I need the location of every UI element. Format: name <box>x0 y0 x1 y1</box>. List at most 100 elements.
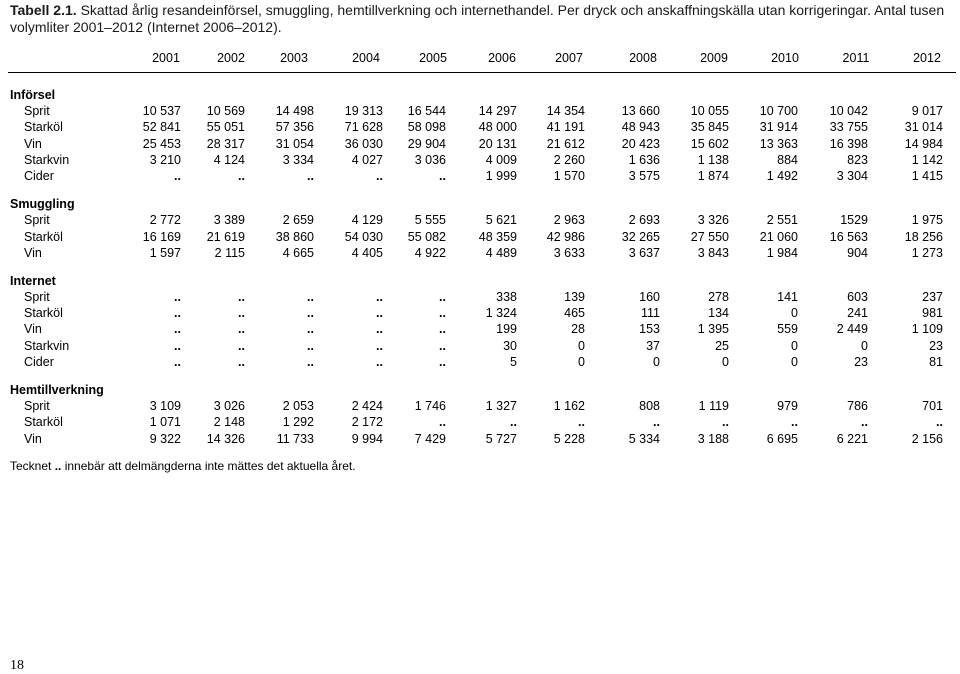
cell: 559 <box>777 322 798 337</box>
cell: .. <box>653 415 660 430</box>
cell: 1 999 <box>485 169 517 184</box>
cell: .. <box>376 169 383 184</box>
year-header: 2005 <box>419 51 447 65</box>
section-title: Smuggling <box>10 197 75 212</box>
cell: 10 055 <box>690 104 729 118</box>
year-header: 2006 <box>488 51 516 65</box>
cell: .. <box>376 306 383 321</box>
cell: .. <box>174 338 181 353</box>
row-label: Starköl <box>24 229 63 244</box>
cell: 1 746 <box>414 399 446 413</box>
cell: .. <box>439 322 446 337</box>
cell: 18 256 <box>904 229 943 244</box>
cell: 1 071 <box>149 415 181 430</box>
cell: 5 334 <box>628 431 660 446</box>
year-header: 2012 <box>913 51 941 65</box>
year-header: 2011 <box>842 51 870 65</box>
row-label: Cider <box>24 355 54 369</box>
cell: 57 356 <box>275 120 314 135</box>
cell: 0 <box>791 355 798 369</box>
title-label: Tabell 2.1. <box>10 2 77 18</box>
cell: 13 660 <box>621 104 660 118</box>
cell: 9 017 <box>911 104 943 118</box>
cell: 2 449 <box>836 322 868 337</box>
cell: .. <box>307 306 314 321</box>
cell: 2 053 <box>282 399 314 413</box>
cell: 42 986 <box>546 229 585 244</box>
cell: 31 014 <box>904 120 943 135</box>
cell: 2 772 <box>149 213 181 228</box>
cell: 19 313 <box>344 104 383 118</box>
cell: 278 <box>708 289 729 304</box>
cell: 14 354 <box>546 104 585 118</box>
cell: 25 453 <box>142 136 181 151</box>
row-label: Sprit <box>24 399 50 413</box>
year-header: 2007 <box>555 51 583 65</box>
year-header: 2008 <box>629 51 657 65</box>
cell: 2 551 <box>766 213 798 228</box>
cell: .. <box>376 289 383 304</box>
cell: 21 619 <box>206 229 245 244</box>
cell: 36 030 <box>344 136 383 151</box>
cell: 4 129 <box>351 213 383 228</box>
cell: .. <box>307 169 314 184</box>
cell: 41 191 <box>546 120 585 135</box>
cell: 2 260 <box>553 152 585 167</box>
year-header: 2009 <box>700 51 728 65</box>
cell: .. <box>439 169 446 184</box>
cell: 3 326 <box>697 213 729 228</box>
row-label: Vin <box>24 245 42 260</box>
cell: 7 429 <box>414 431 446 446</box>
cell: 701 <box>922 399 943 413</box>
cell: .. <box>174 355 181 369</box>
cell: 1 273 <box>911 245 943 260</box>
cell: 81 <box>929 355 943 369</box>
cell: 0 <box>861 338 868 353</box>
row-label: Cider <box>24 169 54 184</box>
cell: .. <box>307 355 314 369</box>
cell: .. <box>936 415 943 430</box>
cell: 9 322 <box>149 431 181 446</box>
row-label: Vin <box>24 322 42 337</box>
cell: 10 569 <box>206 104 245 118</box>
cell: 3 109 <box>149 399 181 413</box>
cell: 21 612 <box>546 136 585 151</box>
cell: 338 <box>496 289 517 304</box>
section-title: Internet <box>10 273 56 288</box>
cell: .. <box>238 169 245 184</box>
cell: 1 327 <box>485 399 517 413</box>
cell: 23 <box>929 338 943 353</box>
cell: 0 <box>791 338 798 353</box>
cell: 786 <box>847 399 868 413</box>
cell: .. <box>238 338 245 353</box>
footnote-symbol: .. <box>54 459 62 473</box>
cell: 2 115 <box>214 245 245 260</box>
cell: 3 304 <box>836 169 868 184</box>
cell: .. <box>439 415 446 430</box>
cell: 111 <box>640 306 660 321</box>
cell: 28 317 <box>206 136 245 151</box>
cell: 16 544 <box>407 104 446 118</box>
cell: 4 009 <box>485 152 517 167</box>
cell: 27 550 <box>690 229 729 244</box>
row-label: Sprit <box>24 213 50 228</box>
cell: 0 <box>578 338 585 353</box>
footnote-after: innebär att delmängderna inte mättes det… <box>64 459 356 473</box>
year-header: 2002 <box>217 51 245 65</box>
cell: 35 845 <box>690 120 729 135</box>
cell: 31 914 <box>759 120 798 135</box>
cell: 160 <box>639 289 660 304</box>
cell: 5 621 <box>485 213 517 228</box>
cell: .. <box>174 306 181 321</box>
cell: 3 188 <box>697 431 729 446</box>
cell: 30 <box>503 338 517 353</box>
cell: 1 415 <box>911 169 943 184</box>
cell: .. <box>307 322 314 337</box>
cell: 141 <box>777 289 798 304</box>
row-label: Starkvin <box>24 152 70 167</box>
year-header: 2004 <box>352 51 380 65</box>
cell: 16 563 <box>829 229 868 244</box>
cell: 1 142 <box>911 152 943 167</box>
cell: 3 210 <box>149 152 181 167</box>
